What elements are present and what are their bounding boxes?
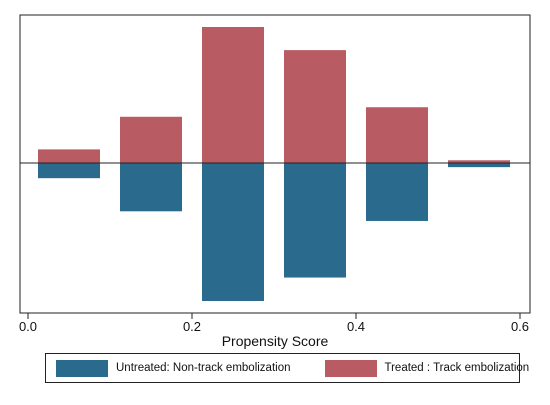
treated-bar	[448, 160, 510, 163]
plot-frame	[19, 14, 531, 314]
x-axis-ticks: 0.0 0.2 0.4 0.6	[19, 313, 529, 334]
legend-label-untreated: Untreated: Non-track embolization	[116, 362, 291, 374]
untreated-bar	[38, 163, 100, 179]
legend-item-untreated: Untreated: Non-track embolization	[46, 354, 291, 382]
treated-bar	[38, 149, 100, 163]
legend-item-treated: Treated : Track embolization	[315, 354, 530, 382]
legend-swatch-untreated	[56, 359, 108, 377]
untreated-bar	[366, 163, 428, 221]
untreated-bar	[284, 163, 346, 278]
untreated-bar	[448, 163, 510, 168]
x-tick-label: 0.6	[511, 319, 529, 334]
x-tick-label: 0.0	[19, 319, 37, 334]
treated-bar	[202, 27, 264, 163]
untreated-bars	[38, 163, 510, 301]
x-axis-title: Propensity Score	[222, 333, 329, 349]
untreated-bar	[120, 163, 182, 212]
x-tick-label: 0.2	[183, 319, 201, 334]
untreated-bar	[202, 163, 264, 301]
legend-swatch-treated	[324, 359, 377, 377]
legend: Untreated: Non-track embolization Treate…	[45, 353, 529, 383]
treated-bar	[120, 116, 182, 163]
treated-bar	[284, 50, 346, 164]
treated-bar	[366, 107, 428, 163]
legend-label-treated: Treated : Track embolization	[384, 362, 530, 374]
treated-bars	[38, 27, 510, 164]
x-tick-label: 0.4	[347, 319, 365, 334]
